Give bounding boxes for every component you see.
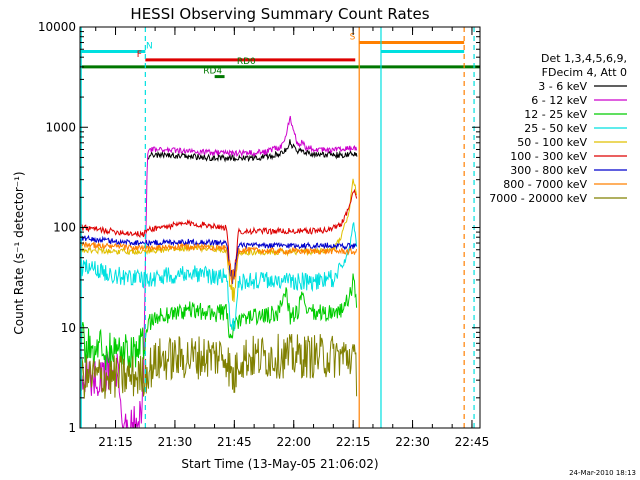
legend-label-4: 50 - 100 keV: [517, 136, 587, 149]
state-label-rd0: RD0: [237, 57, 256, 67]
state-label-s: S: [350, 33, 356, 43]
series-line-2: [80, 273, 358, 372]
x-axis-label: Start Time (13-May-05 21:06:02): [181, 457, 378, 471]
series-line-8: [80, 333, 358, 399]
y-tick-label-1: 10: [61, 321, 76, 335]
x-tick-label-6: 22:45: [455, 435, 490, 449]
series-line-3: [80, 222, 358, 332]
y-axis-label: Count Rate (s⁻¹ detector⁻¹): [12, 171, 26, 334]
legend-label-1: 6 - 12 keV: [531, 94, 587, 107]
chart-title: HESSI Observing Summary Count Rates: [130, 5, 429, 23]
legend-label-6: 300 - 800 keV: [510, 164, 587, 177]
data-layer: [80, 27, 480, 428]
legend: Det 1,3,4,5,6,9,FDecim 4, Att 03 - 6 keV…: [489, 52, 627, 205]
legend-label-7: 800 - 7000 keV: [503, 178, 587, 191]
legend-header-1: FDecim 4, Att 0: [542, 66, 627, 79]
x-tick-label-0: 21:15: [98, 435, 133, 449]
series-line-5: [80, 188, 358, 280]
x-tick-label-2: 21:45: [217, 435, 252, 449]
legend-label-5: 100 - 300 keV: [510, 150, 587, 163]
legend-label-2: 12 - 25 keV: [524, 108, 587, 121]
series-line-6: [80, 234, 357, 284]
y-tick-label-0: 1: [68, 421, 76, 435]
legend-label-8: 7000 - 20000 keV: [489, 192, 587, 205]
x-tick-label-3: 22:00: [276, 435, 311, 449]
state-label-rd4: RD4: [203, 67, 222, 77]
legend-label-0: 3 - 6 keV: [538, 80, 587, 93]
x-tick-label-4: 22:15: [336, 435, 371, 449]
y-tick-label-2: 100: [53, 221, 76, 235]
y-tick-label-3: 1000: [45, 120, 76, 134]
series-line-1: [80, 115, 358, 428]
state-label-f: F: [137, 50, 142, 60]
state-label-n: N: [146, 41, 153, 51]
legend-label-3: 25 - 50 keV: [524, 122, 587, 135]
x-tick-label-1: 21:30: [158, 435, 193, 449]
legend-header-0: Det 1,3,4,5,6,9,: [541, 52, 627, 65]
plot-area: NF S RD0 RD4 1 10 100 1000 10000 21:15 21:30 21:45 2…: [38, 20, 489, 449]
y-tick-label-4: 10000: [38, 20, 76, 34]
series-line-7: [80, 241, 358, 285]
x-tick-label-5: 22:30: [395, 435, 430, 449]
footer-timestamp: 24-Mar-2010 18:13: [569, 469, 636, 477]
